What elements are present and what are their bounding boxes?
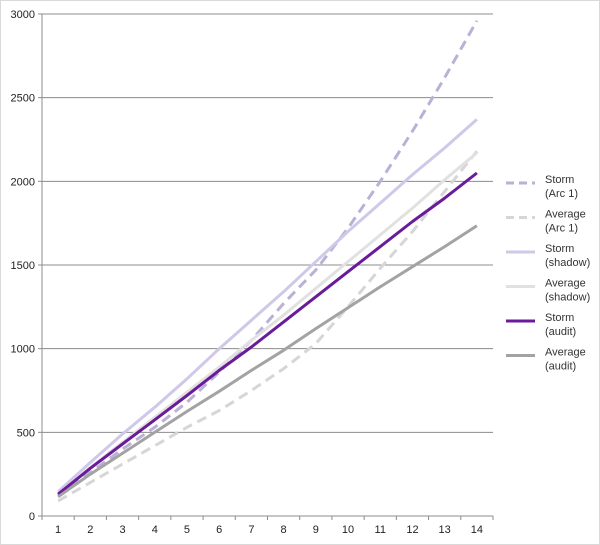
series-line-3 [57, 118, 478, 493]
x-tick-label: 11 [375, 524, 386, 536]
legend-label: (shadow) [545, 257, 590, 269]
series-line-2 [57, 150, 479, 503]
series-line-4 [57, 151, 478, 496]
y-tick-label: 1500 [11, 260, 35, 272]
legend-label: (shadow) [545, 292, 590, 304]
x-tick-label: 12 [406, 524, 418, 536]
y-tick-label: 3000 [11, 9, 35, 21]
series-line-1 [57, 19, 479, 498]
x-tick-label: 4 [152, 524, 158, 536]
legend-label: Storm [545, 174, 574, 186]
legend-label: Storm [545, 243, 574, 255]
x-tick-label: 6 [216, 524, 222, 536]
y-tick-label: 500 [17, 427, 35, 439]
x-tick-label: 7 [248, 524, 254, 536]
x-tick-label: 3 [119, 524, 125, 536]
x-tick-label: 8 [281, 524, 287, 536]
legend-label: Average [545, 278, 586, 290]
legend-label: (Arc 1) [545, 188, 578, 200]
x-tick-label: 2 [87, 524, 93, 536]
y-tick-label: 2000 [11, 176, 35, 188]
series-line-5 [57, 171, 478, 496]
legend-label: Storm [545, 312, 574, 324]
series-line-6 [57, 224, 478, 499]
legend: Storm (Arc 1) Average (Arc 1) Storm (shadow) A… [506, 174, 590, 373]
gridlines [42, 13, 493, 433]
legend-label: (audit) [545, 361, 576, 373]
legend-label: Average [545, 347, 586, 359]
x-tick-label: 14 [471, 524, 483, 536]
x-tick-label: 5 [184, 524, 190, 536]
x-tick-label: 10 [342, 524, 354, 536]
y-tick-label: 0 [29, 511, 35, 523]
legend-label: (Arc 1) [545, 223, 578, 235]
x-tick-label: 9 [313, 524, 319, 536]
x-tick-label: 1 [55, 524, 61, 536]
series-lines [57, 19, 479, 503]
legend-label: Average [545, 209, 586, 221]
x-tick-label: 13 [439, 524, 451, 536]
y-tick-label: 2500 [11, 93, 35, 105]
y-tick-label: 1000 [11, 344, 35, 356]
legend-label: (audit) [545, 326, 576, 338]
